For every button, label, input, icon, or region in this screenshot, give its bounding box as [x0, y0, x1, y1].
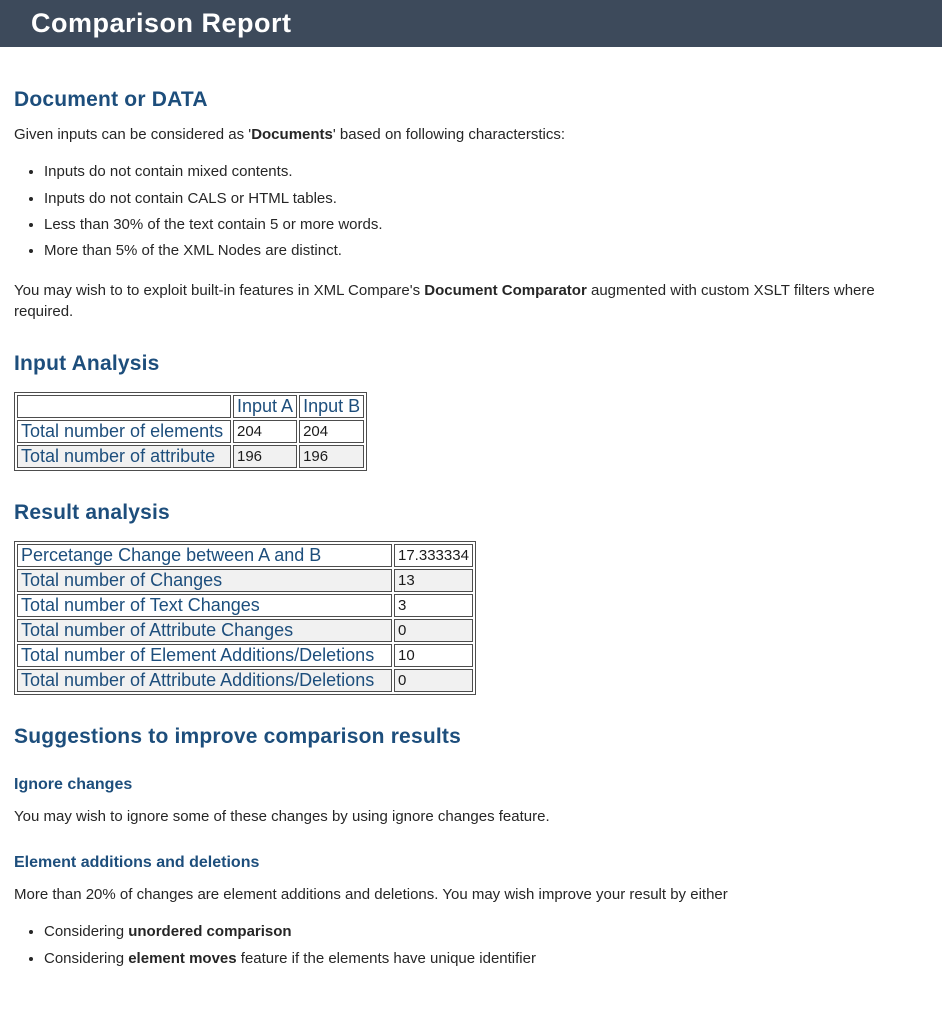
document-characteristics-list: Inputs do not contain mixed contents. In… [14, 162, 928, 261]
table-row: Total number of Attribute Changes 0 [17, 618, 473, 642]
table-row: Total number of Element Additions/Deleti… [17, 643, 473, 667]
input-a-value: 196 [233, 444, 298, 468]
title-bar: Comparison Report [0, 0, 942, 47]
list-item: Inputs do not contain mixed contents. [44, 162, 928, 182]
row-label: Percetange Change between A and B [17, 543, 392, 567]
suggestion-bold: unordered comparison [128, 923, 292, 941]
section-heading-document-or-data: Document or DATA [14, 88, 208, 111]
row-value: 0 [394, 618, 473, 642]
result-analysis-table: Percetange Change between A and B 17.333… [14, 540, 476, 695]
document-note-bold: Document Comparator [424, 282, 587, 300]
row-value: 17.333334 [394, 543, 473, 567]
row-label: Total number of attribute [17, 444, 231, 468]
row-label: Total number of Attribute Changes [17, 618, 392, 642]
list-item: Less than 30% of the text contain 5 or m… [44, 215, 928, 235]
table-row: Total number of Attribute Additions/Dele… [17, 668, 473, 692]
page-title: Comparison Report [31, 8, 292, 38]
input-b-value: 204 [299, 419, 365, 443]
row-label: Total number of Element Additions/Deleti… [17, 643, 392, 667]
row-value: 0 [394, 668, 473, 692]
section-heading-suggestions: Suggestions to improve comparison result… [14, 724, 461, 748]
row-value: 3 [394, 593, 473, 617]
suggestion-pre: Considering [44, 949, 129, 967]
list-item: More than 5% of the XML Nodes are distin… [44, 241, 928, 261]
list-item: Considering element moves feature if the… [44, 949, 928, 969]
document-note-pre: You may wish to to exploit built-in feat… [14, 282, 425, 300]
document-intro-bold: Documents [251, 126, 333, 143]
document-intro-text: Given inputs can be considered as 'Docum… [14, 125, 928, 145]
suggestion-post: feature if the elements have unique iden… [236, 949, 536, 967]
empty-corner-cell [17, 394, 231, 418]
document-intro-pre: Given inputs can be considered as ' [14, 126, 252, 143]
input-analysis-table: Input A Input B Total number of elements… [14, 391, 368, 471]
element-additions-text: More than 20% of changes are element add… [14, 886, 728, 903]
report-content: Document or DATA Given inputs can be con… [0, 88, 942, 1019]
row-label: Total number of Changes [17, 568, 392, 592]
table-row: Total number of elements 204 204 [17, 419, 365, 443]
input-b-value: 196 [299, 444, 365, 468]
input-a-value: 204 [233, 419, 298, 443]
document-note-text: You may wish to to exploit built-in feat… [14, 281, 928, 322]
row-value: 13 [394, 568, 473, 592]
row-label: Total number of Attribute Additions/Dele… [17, 668, 392, 692]
ignore-changes-text: You may wish to ignore some of these cha… [14, 807, 550, 825]
column-header-input-b: Input B [299, 394, 365, 418]
row-label: Total number of Text Changes [17, 593, 392, 617]
subheading-element-additions-deletions: Element additions and deletions [14, 854, 260, 871]
section-heading-result-analysis: Result analysis [14, 500, 170, 524]
section-heading-input-analysis: Input Analysis [14, 351, 160, 375]
table-row: Total number of attribute 196 196 [17, 444, 365, 468]
document-intro-post: ' based on following characterstics: [332, 126, 566, 143]
list-item: Inputs do not contain CALS or HTML table… [44, 189, 928, 209]
table-header-row: Input A Input B [17, 394, 365, 418]
table-row: Total number of Text Changes 3 [17, 593, 473, 617]
suggestion-bold: element moves [128, 949, 237, 967]
suggestion-pre: Considering [44, 923, 129, 941]
row-value: 10 [394, 643, 473, 667]
list-item: Considering unordered comparison [44, 922, 928, 942]
suggestions-list: Considering unordered comparison Conside… [14, 922, 928, 969]
table-row: Percetange Change between A and B 17.333… [17, 543, 473, 567]
row-label: Total number of elements [17, 419, 231, 443]
column-header-input-a: Input A [233, 394, 298, 418]
document-note-post: augmented with custom XSLT filters where… [14, 282, 875, 320]
table-row: Total number of Changes 13 [17, 568, 473, 592]
subheading-ignore-changes: Ignore changes [14, 775, 133, 793]
